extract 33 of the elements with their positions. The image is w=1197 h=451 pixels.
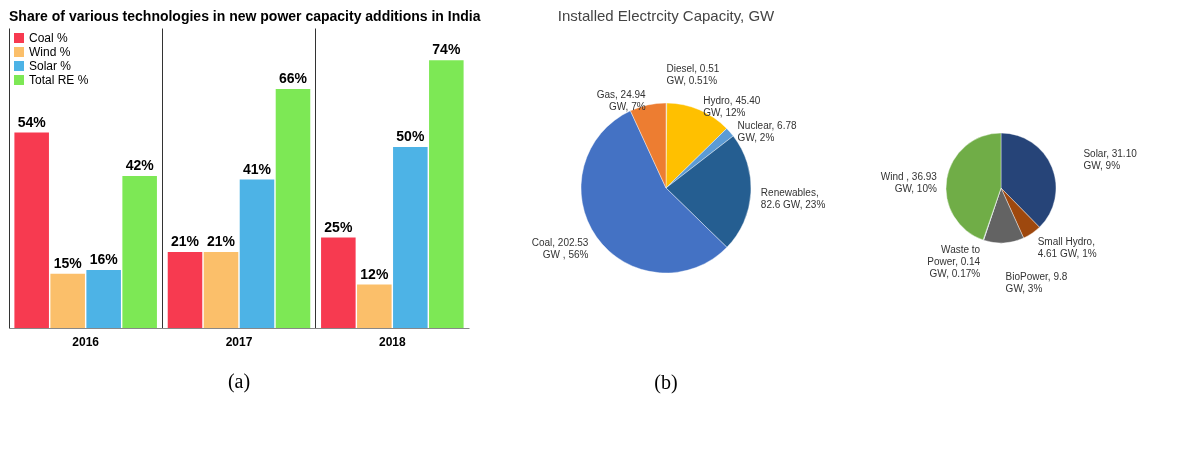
data-label: 41% bbox=[242, 160, 272, 177]
x-tick-label: 2018 bbox=[378, 334, 406, 349]
slice-label: Nuclear, 6.78 GW, 2% bbox=[737, 119, 797, 143]
legend-label: Solar % bbox=[29, 59, 72, 73]
data-label: 16% bbox=[89, 251, 119, 268]
data-label: 25% bbox=[324, 218, 353, 235]
legend-label: Coal % bbox=[29, 31, 69, 45]
data-label: 54% bbox=[17, 113, 47, 130]
x-tick-label: 2017 bbox=[225, 334, 253, 349]
legend-label: Wind % bbox=[29, 45, 71, 59]
slice-label: Renewables, 82.6 GW, 23% bbox=[760, 187, 826, 211]
slice-label: Wind , 36.93 GW, 10% bbox=[880, 171, 938, 195]
data-label: 21% bbox=[206, 232, 236, 249]
data-label: 50% bbox=[396, 128, 425, 145]
legend-label: Total RE % bbox=[29, 73, 89, 87]
slice-label: Solar, 31.10 GW, 9% bbox=[1083, 148, 1138, 172]
x-tick-label: 2016 bbox=[72, 334, 100, 349]
data-label: 21% bbox=[170, 232, 200, 249]
slice-label: Hydro, 45.40 GW, 12% bbox=[703, 94, 761, 118]
chart-title: Share of various technologies in new power capacity additions in India bbox=[9, 8, 481, 24]
slice-label: Small Hydro, 4.61 GW, 1% bbox=[1037, 235, 1097, 259]
data-label: 15% bbox=[53, 254, 83, 271]
data-label: 66% bbox=[278, 70, 308, 87]
chart-title: Installed Electrcity Capacity, GW bbox=[557, 7, 776, 24]
slice-label: Coal, 202.53 GW , 56% bbox=[531, 236, 589, 260]
data-label: 12% bbox=[360, 265, 389, 282]
text: (b) bbox=[654, 371, 678, 394]
data-label: 74% bbox=[432, 41, 461, 58]
slice-label: Diesel, 0.51 GW, 0.51% bbox=[666, 63, 720, 86]
slice-label: Waste to Power, 0.14 GW, 0.17% bbox=[927, 243, 981, 279]
data-label: 42% bbox=[125, 156, 155, 173]
slice-label: BioPower, 9.8 GW, 3% bbox=[1005, 270, 1068, 294]
text: (a) bbox=[227, 370, 251, 393]
